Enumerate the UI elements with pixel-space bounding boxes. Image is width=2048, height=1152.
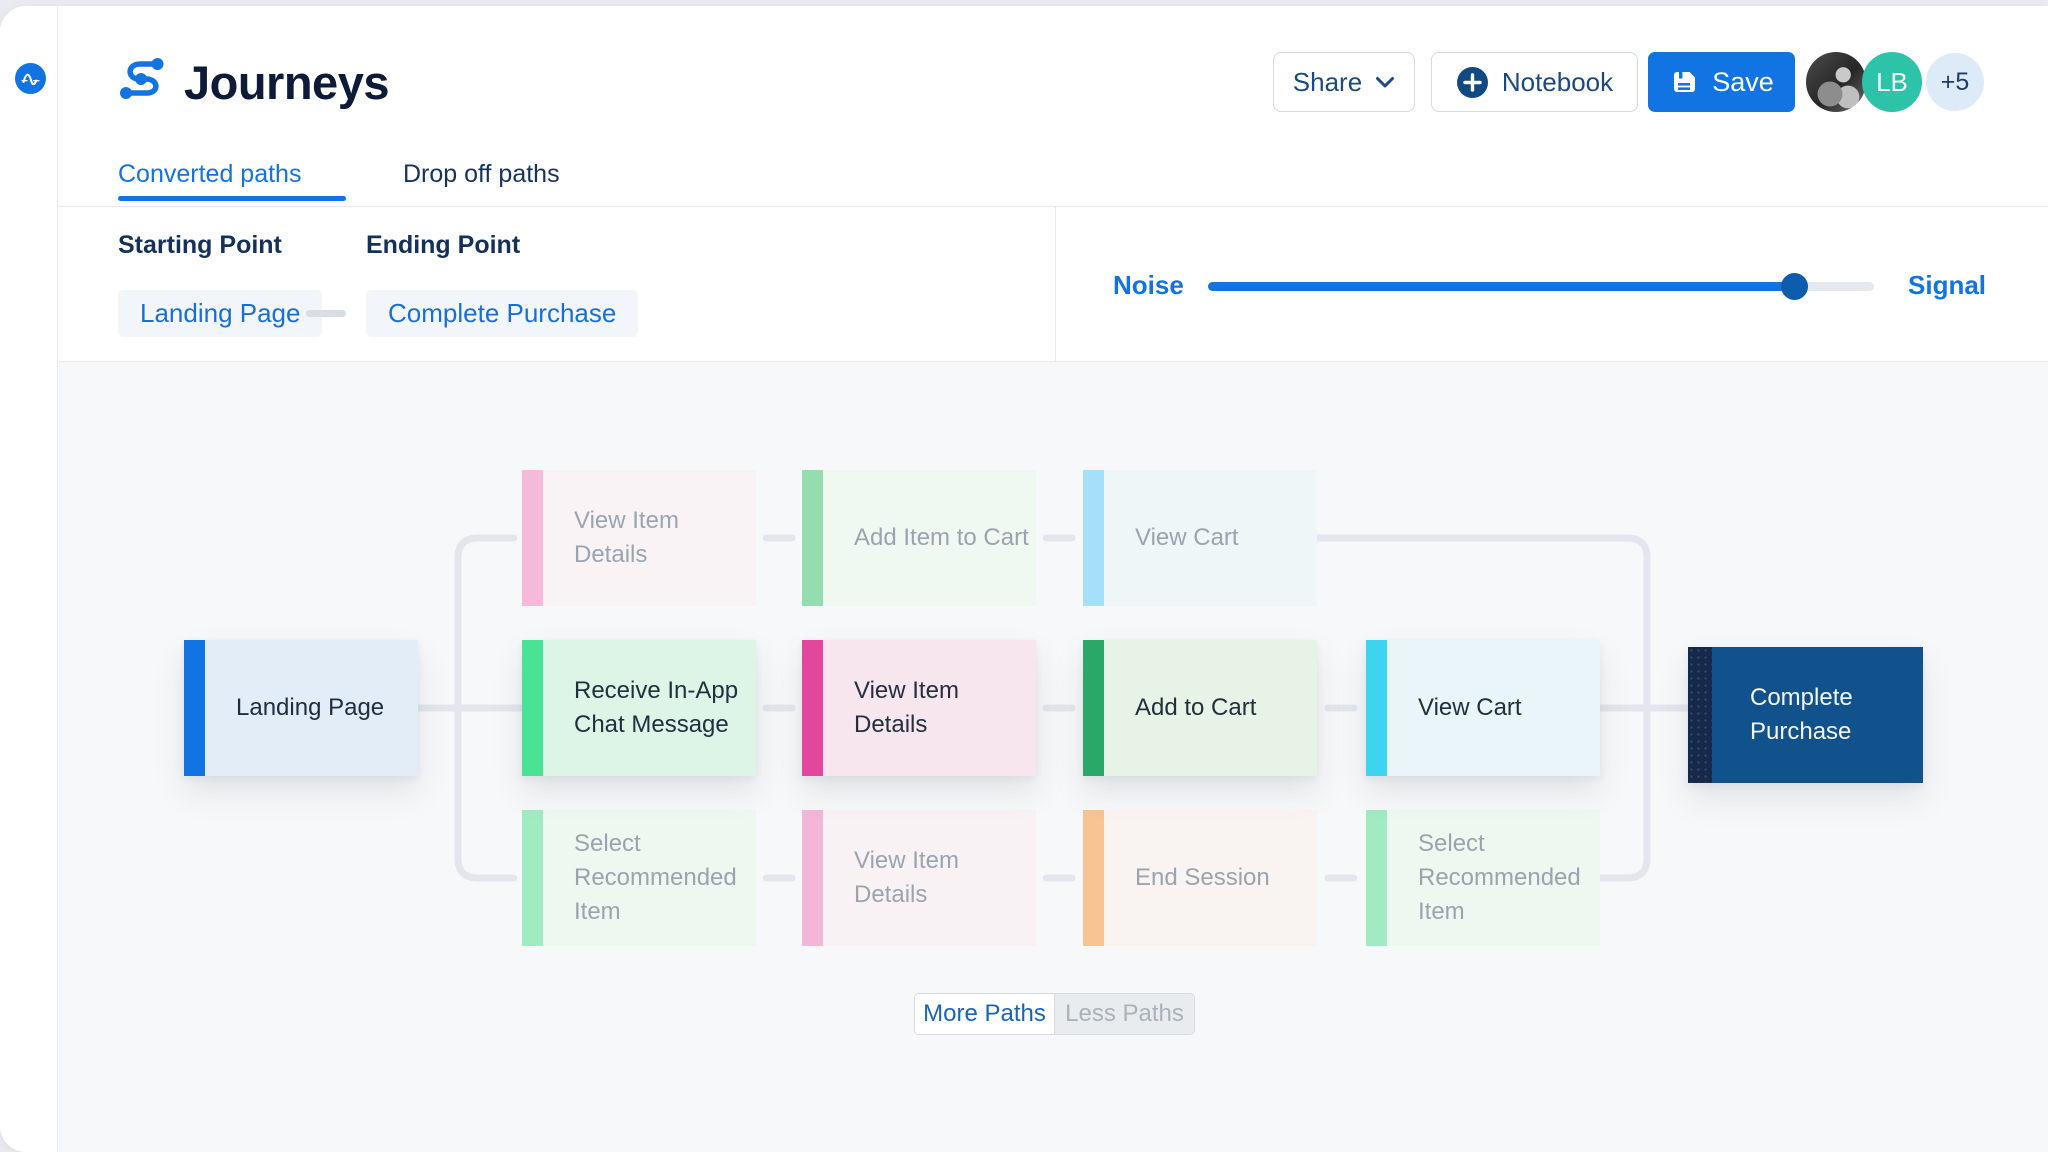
tab-drop-off-paths[interactable]: Drop off paths [403,159,560,188]
node-view-item-details-bottom[interactable]: View Item Details [802,810,1036,946]
journey-canvas: Landing Page View Item Details Add Item … [58,362,2048,1152]
node-add-to-cart[interactable]: Add to Cart [1083,640,1317,776]
plus-circle-icon [1456,66,1488,98]
slider-fill [1208,282,1795,291]
node-add-item-to-cart-top[interactable]: Add Item to Cart [802,470,1036,606]
node-label: View Item Details [854,677,959,738]
avatar-initials[interactable]: LB [1862,52,1922,112]
node-color-bar [184,640,205,776]
avatar-photo[interactable] [1806,52,1866,112]
node-label: Receive In-App Chat Message [574,677,739,738]
node-color-bar [1366,810,1387,946]
starting-point-label: Starting Point [118,231,282,259]
node-label: Complete Purchase [1750,684,1853,745]
node-view-item-details-top[interactable]: View Item Details [522,470,756,606]
node-color-bar [1083,640,1104,776]
header-separator [58,206,2048,207]
ending-point-chip[interactable]: Complete Purchase [366,290,639,337]
noise-label: Noise [1113,270,1184,300]
node-receive-in-app-chat-message[interactable]: Receive In-App Chat Message [522,640,756,776]
amplitude-logo-icon[interactable] [15,63,46,94]
node-landing-page[interactable]: Landing Page [184,640,418,776]
less-paths-button[interactable]: Less Paths [1055,994,1194,1034]
left-rail [0,6,58,1152]
chip-connector-dash [306,310,346,317]
node-label: View Item Details [574,507,679,568]
path-connectors [413,534,1694,882]
slider-handle[interactable] [1781,273,1809,300]
starting-point-chip[interactable]: Landing Page [118,290,323,337]
node-color-bar [802,640,823,776]
node-select-recommended-item-2[interactable]: Select Recommended Item [1366,810,1600,946]
node-color-bar [522,640,543,776]
node-label: View Cart [1418,694,1522,721]
floppy-disk-icon [1674,72,1696,92]
save-button-label: Save [1712,66,1774,97]
notebook-button[interactable]: Notebook [1431,52,1638,112]
share-button[interactable]: Share [1273,52,1415,112]
more-paths-button[interactable]: More Paths [915,994,1055,1034]
node-color-bar [1366,640,1387,776]
node-label: End Session [1135,864,1270,891]
signal-label: Signal [1908,270,1987,300]
active-tab-underline [118,196,346,201]
node-color-bar [1083,470,1104,606]
node-label: Landing Page [236,694,385,721]
node-label: View Cart [1135,524,1239,551]
node-label: View Item Details [854,847,959,908]
node-color-bar [802,810,823,946]
amplitude-wave-icon [21,73,40,86]
node-color-bar [522,470,543,606]
node-color-bar [1083,810,1104,946]
paths-toggle: More Paths Less Paths [914,993,1195,1035]
notebook-button-label: Notebook [1501,66,1614,97]
filter-panel-divider [1055,207,1056,361]
page-title: Journeys [184,55,389,109]
node-end-session[interactable]: End Session [1083,810,1317,946]
app-card: Journeys Share Notebook Save LB [0,6,2048,1152]
tab-converted-paths[interactable]: Converted paths [118,159,302,188]
node-complete-purchase[interactable]: Complete Purchase [1688,647,1923,783]
node-color-bar [522,810,543,946]
node-view-cart-mid[interactable]: View Cart [1366,640,1600,776]
journey-path-icon [120,58,164,99]
ending-point-label: Ending Point [366,231,521,259]
chevron-down-icon [1376,76,1395,87]
avatar-overflow-count[interactable]: +5 [1926,53,1984,111]
node-color-bar [1688,647,1712,783]
node-view-cart-top[interactable]: View Cart [1083,470,1317,606]
node-label: Select Recommended Item [1418,830,1581,925]
filter-bar: Starting Point Ending Point Landing Page… [58,207,2048,362]
noise-signal-slider[interactable] [1208,273,1874,300]
node-select-recommended-item-1[interactable]: Select Recommended Item [522,810,756,946]
node-label: Add Item to Cart [854,524,1029,551]
save-button[interactable]: Save [1648,52,1795,112]
node-label: Select Recommended Item [574,830,737,925]
node-label: Add to Cart [1135,694,1257,721]
node-color-bar [802,470,823,606]
node-view-item-details-mid[interactable]: View Item Details [802,640,1036,776]
share-button-label: Share [1292,66,1363,97]
